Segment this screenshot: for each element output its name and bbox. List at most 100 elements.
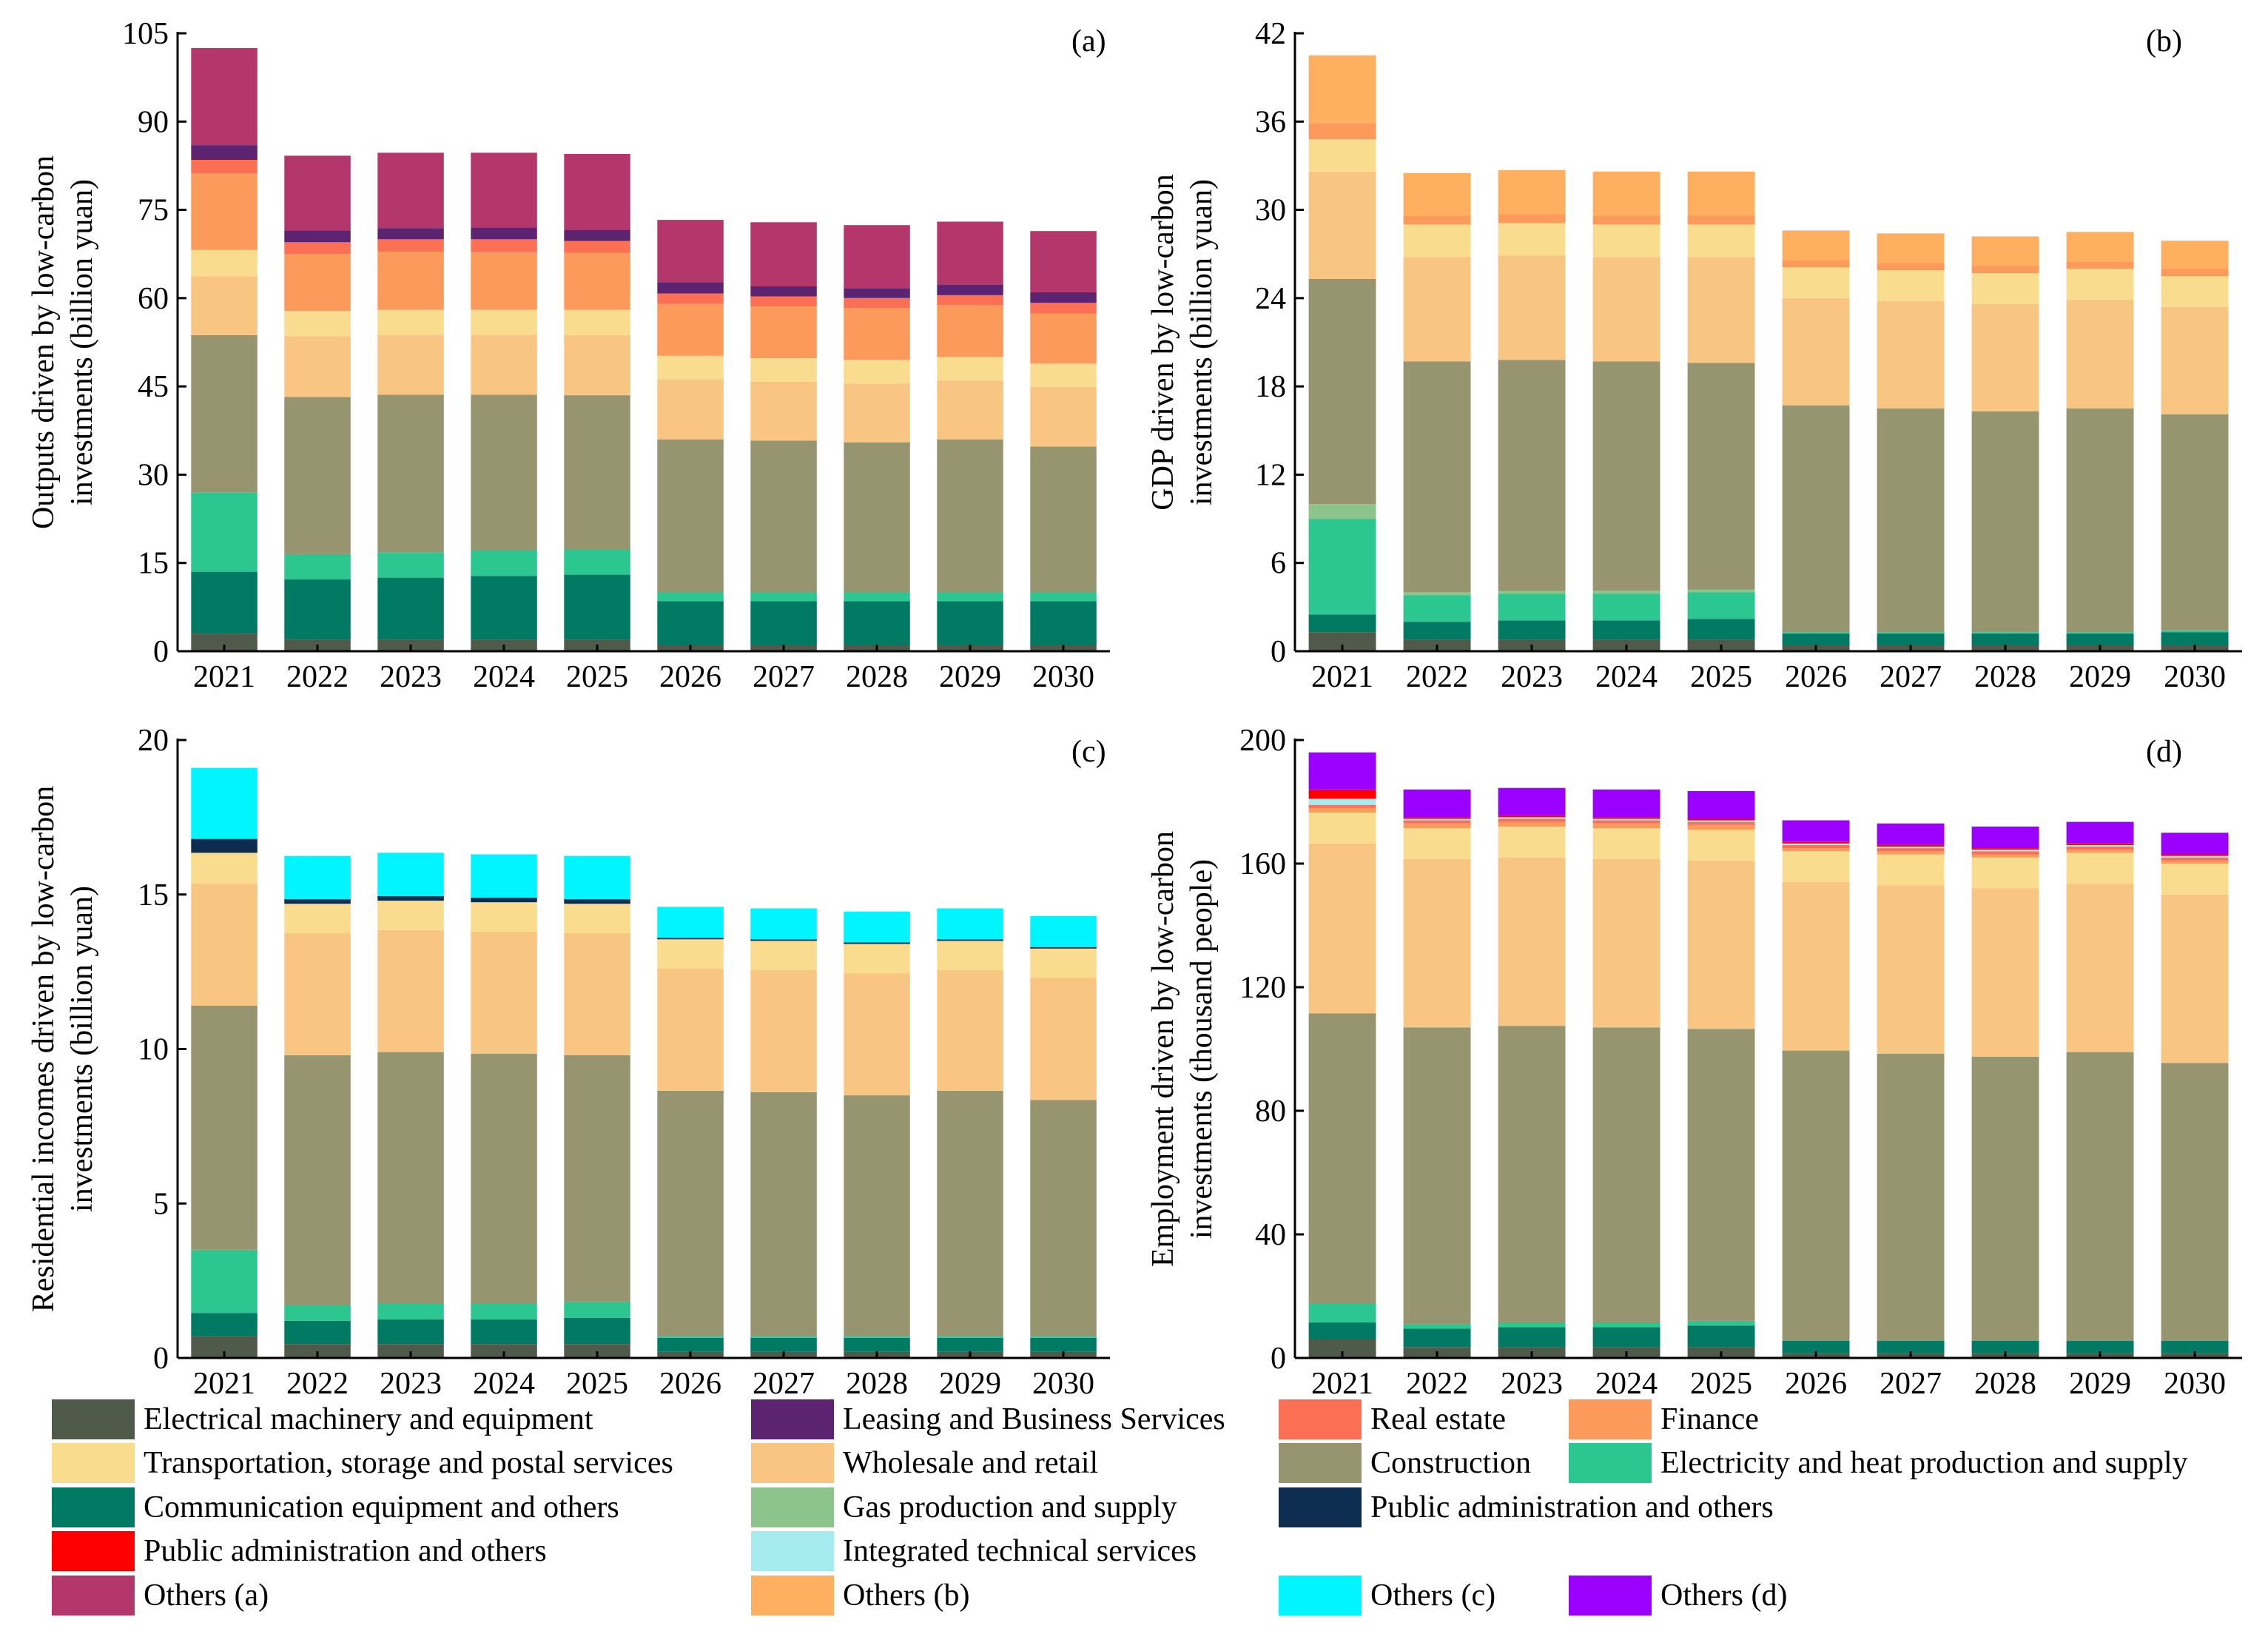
bar-segment-comm-2029	[2066, 633, 2134, 645]
x-tick-label: 2025	[566, 660, 628, 694]
bar-segment-leasing-2029	[937, 284, 1003, 295]
panel-label: (d)	[2146, 735, 2182, 769]
bar-segment-construction-2024	[471, 1053, 537, 1304]
bar-segment-others_c-2028	[844, 911, 910, 943]
x-tick-label: 2030	[1032, 1367, 1094, 1401]
bar-segment-gas-2024	[1592, 591, 1660, 594]
bar-segment-transport-2029	[2066, 853, 2134, 884]
x-tick-label: 2024	[1595, 1367, 1658, 1401]
y-tick-label: 5	[153, 1187, 169, 1221]
y-tick-label: 24	[1255, 282, 1286, 316]
bar-segment-finance-2023	[377, 252, 444, 310]
bar-segment-construction-2029	[937, 1090, 1003, 1336]
bar-segment-wholesale-2021	[1308, 843, 1376, 1014]
y-tick-label: 80	[1255, 1094, 1286, 1129]
bar-segment-finance-2021	[191, 173, 258, 250]
bar-segment-wholesale-2024	[1592, 257, 1660, 362]
bar-segment-construction-2022	[284, 1055, 351, 1306]
bar-segment-others_c-2029	[937, 908, 1003, 940]
x-tick-label: 2028	[846, 1367, 908, 1401]
bar-segment-leasing-2028	[844, 288, 910, 298]
bar-segment-gas-2025	[1687, 589, 1755, 593]
y-axis-label-line: investments (billion yuan)	[65, 886, 99, 1212]
bar-segment-pub_admin_red-2025	[1687, 818, 1755, 821]
bar-segment-wholesale-2023	[1498, 255, 1566, 360]
bar-segment-elec_mach-2021	[191, 633, 258, 651]
bar-segment-wholesale-2025	[564, 932, 630, 1055]
x-tick-label: 2022	[286, 1367, 349, 1401]
bar-segment-pub_admin_navy-2021	[191, 838, 258, 853]
bar-segment-elec_heat-2022	[284, 1305, 351, 1321]
bar-segment-construction-2029	[2066, 408, 2134, 633]
bar-segment-construction-2022	[284, 397, 351, 554]
bar-segment-others_c-2021	[191, 767, 258, 839]
bar-segment-leasing-2022	[284, 230, 351, 243]
bar-segment-comm-2024	[471, 576, 537, 640]
y-tick-label: 12	[1255, 458, 1286, 492]
bar-segment-elec_heat-2025	[1687, 1320, 1755, 1326]
bar-segment-transport-2029	[937, 941, 1003, 971]
bar-segment-comm-2025	[1687, 619, 1755, 640]
bar-segment-elec_heat-2029	[937, 592, 1003, 602]
bar-segment-comm-2027	[750, 1337, 817, 1352]
bar-segment-elec_heat-2030	[1030, 592, 1097, 602]
bar-segment-gas-2021	[1308, 504, 1376, 519]
bar-segment-transport-2028	[844, 944, 910, 974]
bar-segment-comm-2023	[1498, 1327, 1566, 1348]
bar-segment-leasing-2030	[1030, 292, 1097, 303]
x-tick-label: 2026	[1785, 660, 1847, 694]
bar-segment-integrated-2026	[1782, 843, 1850, 845]
bar-segment-transport-2025	[1687, 224, 1755, 258]
bar-segment-transport-2021	[191, 853, 258, 884]
bar-segment-comm-2021	[191, 571, 258, 634]
x-tick-label: 2023	[1501, 660, 1563, 694]
y-axis-label: Employment driven by low-carbon investmen…	[1146, 831, 1219, 1267]
y-tick-label: 40	[1255, 1218, 1286, 1252]
x-tick-label: 2029	[2069, 1367, 2131, 1401]
bar-segment-pub_admin_red-2026	[1782, 841, 1850, 844]
bar-segment-comm-2030	[2161, 632, 2229, 646]
bar-segment-comm-2025	[564, 1317, 630, 1345]
bar-segment-leasing-2027	[750, 286, 817, 297]
bar-segment-others_a-2022	[284, 155, 351, 231]
y-tick-label: 0	[1271, 635, 1286, 669]
x-tick-label: 2024	[473, 660, 535, 694]
bar-segment-transport-2025	[564, 309, 630, 335]
bar-segment-wholesale-2021	[191, 276, 258, 335]
bar-segment-transport-2028	[1971, 857, 2039, 889]
bar-segment-others_a-2026	[657, 220, 724, 283]
bar-segment-elec_mach-2023	[377, 1344, 444, 1358]
bar-segment-construction-2028	[844, 442, 910, 593]
bar-segment-comm-2021	[1308, 614, 1376, 633]
x-tick-label: 2030	[2164, 1367, 2226, 1401]
bar-segment-pub_admin_red-2030	[2161, 854, 2229, 856]
bar-segment-transport-2023	[377, 309, 444, 335]
x-tick-label: 2022	[286, 660, 349, 694]
bar-segment-comm-2030	[1030, 601, 1097, 645]
y-tick-label: 160	[1239, 847, 1286, 881]
bar-segment-elec_heat-2026	[1782, 632, 1850, 634]
bar-segment-pub_admin_navy-2030	[1030, 946, 1097, 949]
bar-segment-leasing-2023	[377, 228, 444, 240]
bar-segment-finance-2027	[750, 306, 817, 358]
bar-segment-elec_mach-2022	[284, 1344, 351, 1358]
bar-segment-wholesale-2028	[1971, 303, 2039, 411]
bar-segment-transport-2027	[750, 358, 817, 382]
bar-segment-finance-2027	[1877, 263, 1945, 270]
bar-segment-elec_heat-2022	[284, 554, 351, 579]
bar-segment-wholesale-2024	[471, 931, 537, 1054]
bar-segment-transport-2030	[1030, 948, 1097, 978]
bar-segment-elec_heat-2025	[1687, 592, 1755, 619]
bar-segment-construction-2025	[564, 395, 630, 550]
bar-segment-others_d-2029	[2066, 821, 2134, 844]
bar-segment-others_d-2022	[1403, 789, 1471, 818]
bar-segment-others_a-2028	[844, 225, 910, 289]
bar-segment-integrated-2023	[1498, 817, 1566, 819]
bar-segment-comm-2021	[191, 1313, 258, 1336]
bar-segment-wholesale-2024	[1592, 858, 1660, 1028]
bar-segment-integrated-2030	[2161, 855, 2229, 858]
bar-segment-comm-2027	[750, 601, 817, 645]
bar-segment-comm-2024	[1592, 1327, 1660, 1348]
bar-segment-construction-2025	[564, 1055, 630, 1302]
bar-segment-elec_heat-2024	[1592, 1322, 1660, 1328]
